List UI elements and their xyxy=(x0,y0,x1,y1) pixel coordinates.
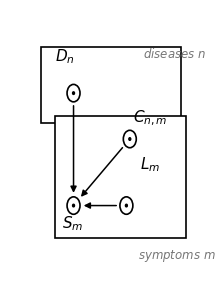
Circle shape xyxy=(73,92,75,94)
Circle shape xyxy=(129,138,131,140)
Circle shape xyxy=(120,197,133,214)
Circle shape xyxy=(73,204,75,207)
Text: $S_m$: $S_m$ xyxy=(62,215,83,233)
Circle shape xyxy=(67,84,80,102)
Circle shape xyxy=(67,197,80,214)
Bar xyxy=(55,116,186,238)
Text: $D_n$: $D_n$ xyxy=(55,47,75,66)
Circle shape xyxy=(123,130,136,148)
Text: $L_m$: $L_m$ xyxy=(140,155,160,174)
Text: symptoms $m$: symptoms $m$ xyxy=(138,248,216,264)
Text: $C_{n,m}$: $C_{n,m}$ xyxy=(133,109,168,128)
Bar xyxy=(41,47,181,123)
Text: diseases $n$: diseases $n$ xyxy=(143,47,207,61)
Circle shape xyxy=(125,204,127,207)
